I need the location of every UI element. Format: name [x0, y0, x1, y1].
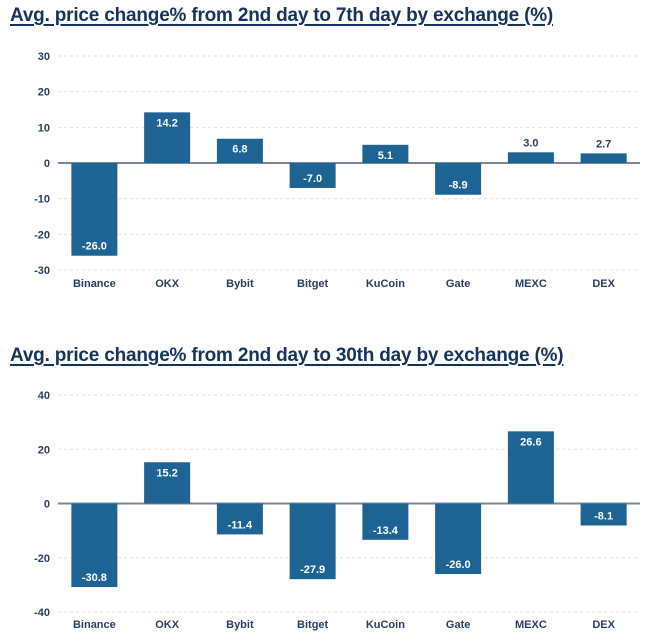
x-category-label: Bitget — [297, 278, 329, 290]
bar-mexc — [507, 152, 554, 163]
x-category-label: Bybit — [226, 278, 254, 290]
x-category-label: MEXC — [515, 278, 547, 290]
bar-binance — [71, 163, 118, 256]
x-category-label: Gate — [446, 619, 470, 631]
chart-title-7day: Avg. price change% from 2nd day to 7th d… — [10, 5, 554, 26]
bar-gate — [435, 163, 482, 195]
bar-bitget — [289, 163, 336, 188]
bar-value-label: -8.1 — [594, 510, 613, 522]
y-tick-label: -30 — [34, 265, 50, 277]
bar-kucoin — [362, 503, 409, 540]
x-category-label: Bybit — [226, 619, 254, 631]
x-category-label: Binance — [73, 278, 116, 290]
bar-bybit — [216, 138, 263, 163]
x-category-label: Bitget — [297, 619, 329, 631]
x-category-label: KuCoin — [366, 619, 405, 631]
x-category-label: DEX — [592, 619, 615, 631]
bar-value-label: -11.4 — [228, 519, 253, 531]
x-category-label: Binance — [73, 619, 116, 631]
bar-bitget — [289, 503, 336, 580]
y-tick-label: -40 — [34, 607, 50, 619]
bar-value-label: 15.2 — [156, 467, 177, 479]
bar-value-label: 3.0 — [523, 137, 538, 149]
bar-okx — [144, 462, 191, 504]
bar-dex — [580, 503, 627, 526]
y-tick-label: -20 — [34, 553, 50, 565]
y-tick-label: 0 — [44, 499, 50, 511]
y-tick-label: 20 — [38, 444, 50, 456]
y-tick-label: 10 — [38, 122, 50, 134]
x-category-label: DEX — [592, 278, 615, 290]
x-category-label: OKX — [155, 278, 180, 290]
bar-bybit — [216, 503, 263, 535]
y-tick-label: 20 — [38, 87, 50, 99]
x-category-label: Gate — [446, 278, 470, 290]
bar-value-label: -27.9 — [300, 564, 325, 576]
bar-value-label: -8.9 — [449, 180, 468, 192]
bar-value-label: 14.2 — [156, 117, 177, 129]
bar-binance — [71, 503, 118, 588]
bar-okx — [144, 112, 191, 163]
bar-dex — [580, 153, 627, 163]
y-tick-label: 30 — [38, 51, 50, 63]
bar-chart-7day: 30 20 10 0 -10 -20 -30 -26.0 Binance 14.2 OKX 6.8 By… — [34, 51, 640, 290]
bar-gate — [435, 503, 482, 575]
y-tick-label: -10 — [34, 194, 50, 206]
y-tick-label: 40 — [38, 390, 50, 402]
x-category-label: MEXC — [515, 619, 547, 631]
y-tick-label: -20 — [34, 229, 50, 241]
bar-chart-30day: 40 20 0 -20 -40 -30.8 Binance 15.2 OKX -11.4 Bybit… — [34, 390, 640, 631]
bar-value-label: 26.6 — [520, 436, 541, 448]
y-tick-label: 0 — [44, 158, 50, 170]
bar-mexc — [507, 431, 554, 504]
bar-value-label: 2.7 — [596, 138, 611, 150]
bar-value-label: 5.1 — [378, 150, 393, 162]
bar-value-label: -26.0 — [446, 559, 471, 571]
bar-value-label: -7.0 — [303, 173, 322, 185]
bar-value-label: -26.0 — [82, 241, 107, 253]
bar-value-label: -13.4 — [373, 525, 399, 537]
x-category-label: KuCoin — [366, 278, 405, 290]
bar-value-label: -30.8 — [82, 572, 107, 584]
bar-value-label: 6.8 — [232, 144, 247, 156]
chart-title-30day: Avg. price change% from 2nd day to 30th … — [10, 345, 564, 366]
bar-kucoin — [362, 144, 409, 163]
x-category-label: OKX — [155, 619, 180, 631]
